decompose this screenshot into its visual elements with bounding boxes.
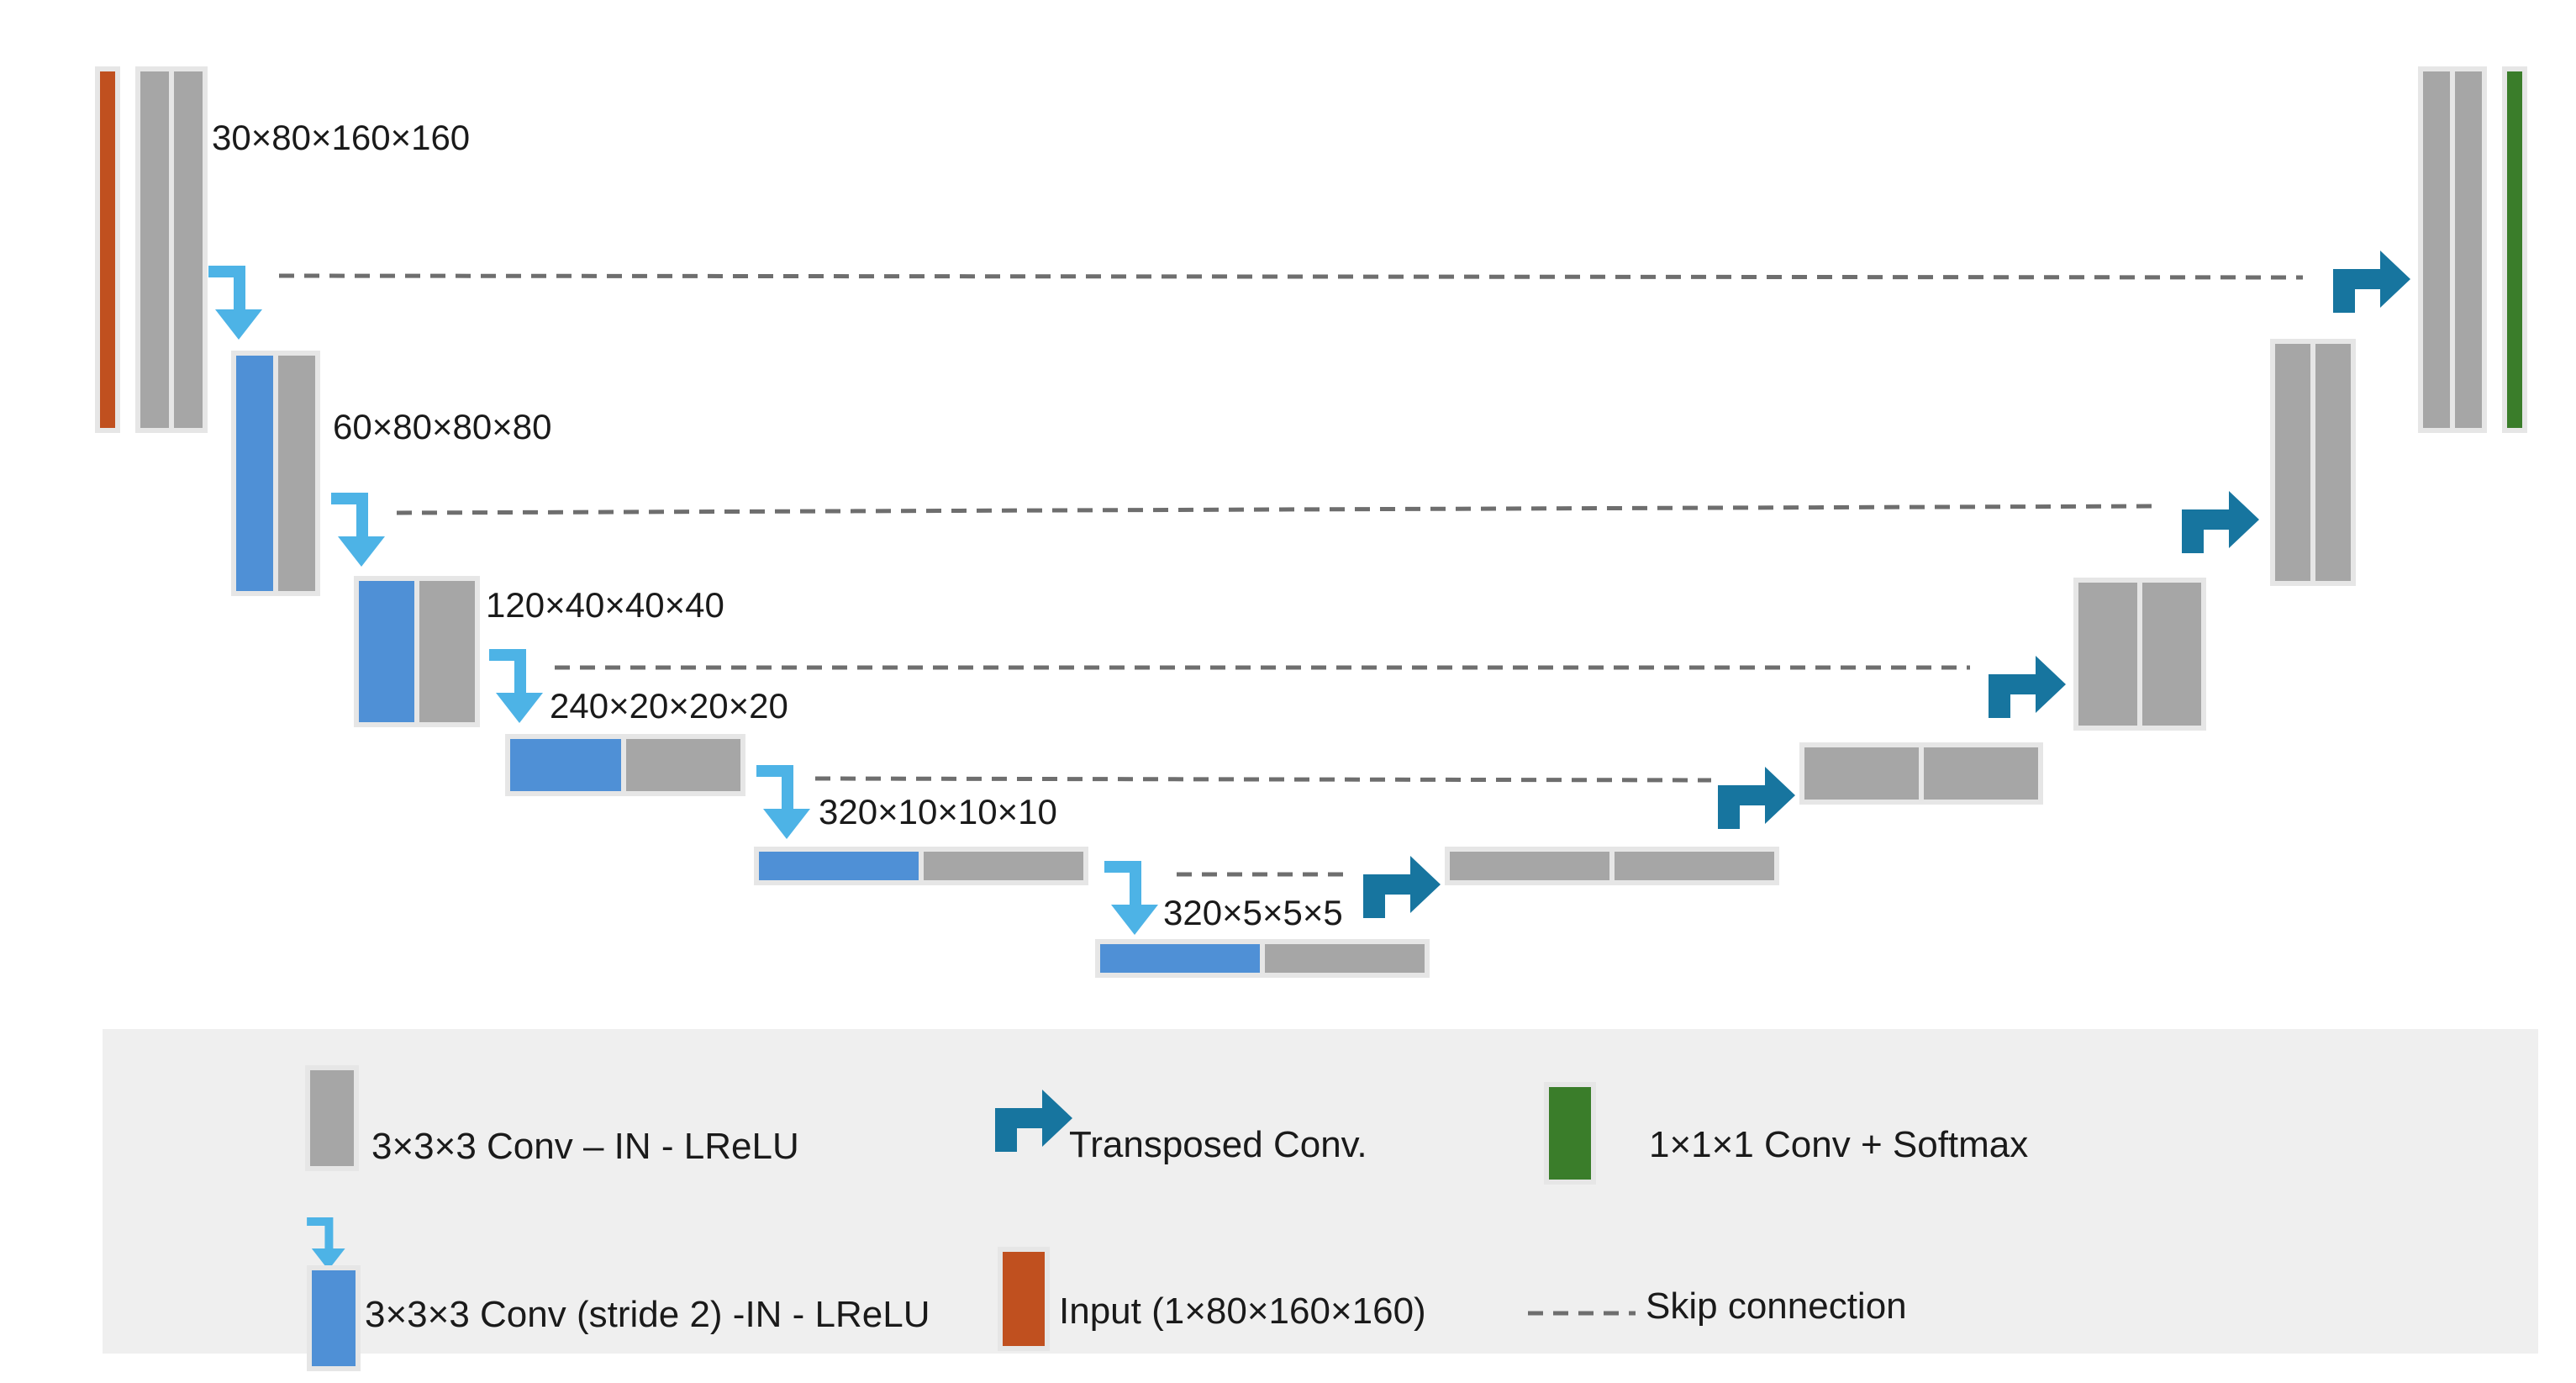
bottleneck-dimension-label: 320×5×5×5	[1163, 893, 1343, 932]
conv-block	[2270, 339, 2315, 586]
legend-transposed-label: Transposed Conv.	[1069, 1124, 1367, 1165]
skip-connections	[278, 273, 2304, 877]
level1-dimension-label: 30×80×160×160	[212, 118, 470, 157]
conv-block	[2073, 578, 2142, 731]
conv-block	[1799, 742, 1924, 805]
output-softmax-block	[2502, 66, 2527, 433]
conv-block	[919, 847, 1088, 885]
conv-block	[2137, 578, 2206, 731]
conv-block	[2450, 66, 2487, 433]
stride-conv-block	[1095, 939, 1265, 978]
transposed-conv-arrow-icon	[1363, 856, 1441, 918]
legend: 3×3×3 Conv – IN - LReLU Transposed Conv.…	[103, 1029, 2538, 1371]
stride-conv-block	[354, 576, 419, 727]
legend-stride-conv-label: 3×3×3 Conv (stride 2) -IN - LReLU	[365, 1294, 930, 1335]
conv-block	[2418, 66, 2455, 433]
legend-conv-label: 3×3×3 Conv – IN - LReLU	[371, 1126, 799, 1167]
conv-block	[1919, 742, 2043, 805]
input-block	[95, 66, 120, 433]
conv-block	[1609, 847, 1779, 885]
legend-softmax-swatch	[1544, 1082, 1596, 1185]
down-arrow-icon	[489, 649, 543, 723]
down-arrow-icon	[208, 266, 262, 340]
legend-input-label: Input (1×80×160×160)	[1059, 1291, 1426, 1332]
stride-conv-block	[754, 847, 924, 885]
conv-block	[273, 351, 320, 596]
down-arrow-icon	[756, 765, 810, 839]
conv-block	[169, 66, 208, 433]
transposed-conv-arrow-icon	[1718, 767, 1795, 829]
legend-background	[103, 1029, 2538, 1354]
conv-block	[135, 66, 174, 433]
conv-block	[621, 734, 745, 796]
decoder-path	[1363, 66, 2527, 918]
transposed-conv-arrow-icon	[2182, 491, 2259, 553]
skip-connection-line	[814, 776, 1712, 783]
conv-block	[414, 576, 480, 727]
legend-conv-swatch	[305, 1065, 359, 1171]
level4-dimension-label: 240×20×20×20	[550, 686, 788, 726]
transposed-conv-arrow-icon	[1989, 656, 2066, 718]
legend-softmax-label: 1×1×1 Conv + Softmax	[1649, 1124, 2028, 1165]
level2-dimension-label: 60×80×80×80	[333, 407, 551, 446]
legend-stride-conv-swatch	[307, 1265, 361, 1371]
legend-skip-label: Skip connection	[1646, 1285, 1907, 1327]
transposed-conv-arrow-icon	[2333, 251, 2410, 313]
conv-block	[2310, 339, 2356, 586]
down-arrow-icon	[1104, 861, 1158, 935]
stride-conv-block	[505, 734, 626, 796]
legend-input-swatch	[998, 1247, 1050, 1351]
skip-connection-line	[396, 504, 2161, 515]
level3-dimension-label: 120×40×40×40	[486, 585, 724, 625]
conv-block	[1445, 847, 1615, 885]
down-arrow-icon	[331, 493, 385, 567]
stride-conv-block	[231, 351, 278, 596]
skip-connection-line	[278, 273, 2304, 280]
encoder-path: 30×80×160×160 60×80×80×80 120×40×40×40 2…	[95, 66, 1430, 978]
level5-dimension-label: 320×10×10×10	[819, 792, 1057, 831]
conv-block	[1260, 939, 1430, 978]
